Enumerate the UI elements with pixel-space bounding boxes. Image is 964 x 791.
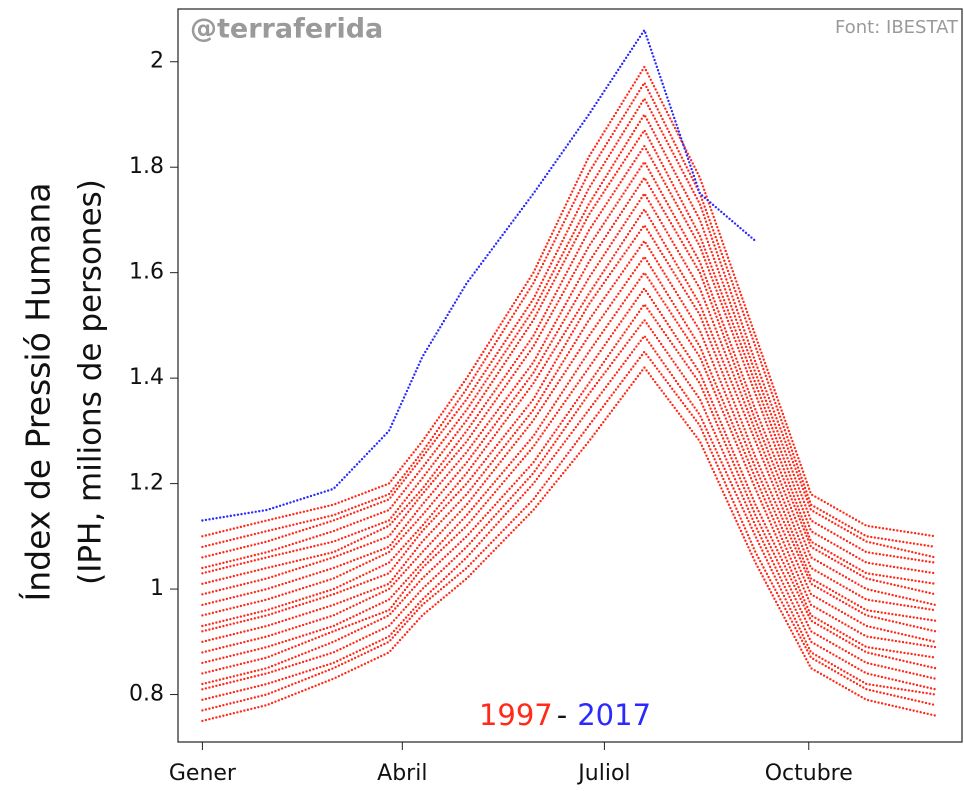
- x-tick-label: Gener: [169, 761, 237, 786]
- y-tick-label: 0.8: [129, 682, 164, 707]
- series-line: [201, 333, 937, 701]
- series-line: [201, 191, 937, 617]
- series-line: [201, 64, 937, 538]
- y-tick-label: 2: [150, 49, 164, 74]
- series-line: [201, 96, 937, 559]
- series-line: [201, 238, 937, 643]
- watermark: @terraferida: [190, 14, 383, 45]
- series-line: [201, 207, 937, 628]
- y-axis-label: (IPH, milions de persones): [73, 179, 109, 585]
- series-line: [201, 254, 937, 654]
- series-line: [201, 365, 937, 723]
- y-tick-label: 1.4: [129, 365, 164, 390]
- series-line: [201, 318, 937, 691]
- source: Font: IBESTAT: [835, 17, 959, 38]
- y-tick-label: 1: [150, 576, 164, 601]
- x-tick-label: Juliol: [576, 761, 630, 786]
- series-line: [201, 270, 937, 665]
- x-tick-label: Abril: [377, 761, 427, 786]
- series-line: [201, 112, 937, 570]
- series-line: [201, 223, 937, 633]
- series-line: [201, 286, 937, 675]
- series-line: [201, 143, 937, 585]
- x-tick-label: Octubre: [765, 761, 853, 786]
- series-line: [201, 27, 757, 522]
- plot-frame: [177, 8, 963, 743]
- y-axis-label: Índex de Pressió Humana: [18, 182, 58, 601]
- annotation-end: 2017: [577, 698, 651, 732]
- annotation-start: 1997: [479, 698, 553, 732]
- annotation-separator: -: [557, 698, 567, 732]
- series-line: [201, 127, 937, 575]
- y-tick-label: 1.2: [129, 471, 164, 496]
- series-line: [201, 175, 937, 607]
- series-line: [201, 80, 937, 549]
- series-line: [201, 302, 937, 686]
- y-tick-label: 1.6: [129, 260, 164, 285]
- y-tick-label: 1.8: [129, 154, 164, 179]
- annotation: 1997-2017: [479, 698, 651, 732]
- series-line: [201, 349, 937, 712]
